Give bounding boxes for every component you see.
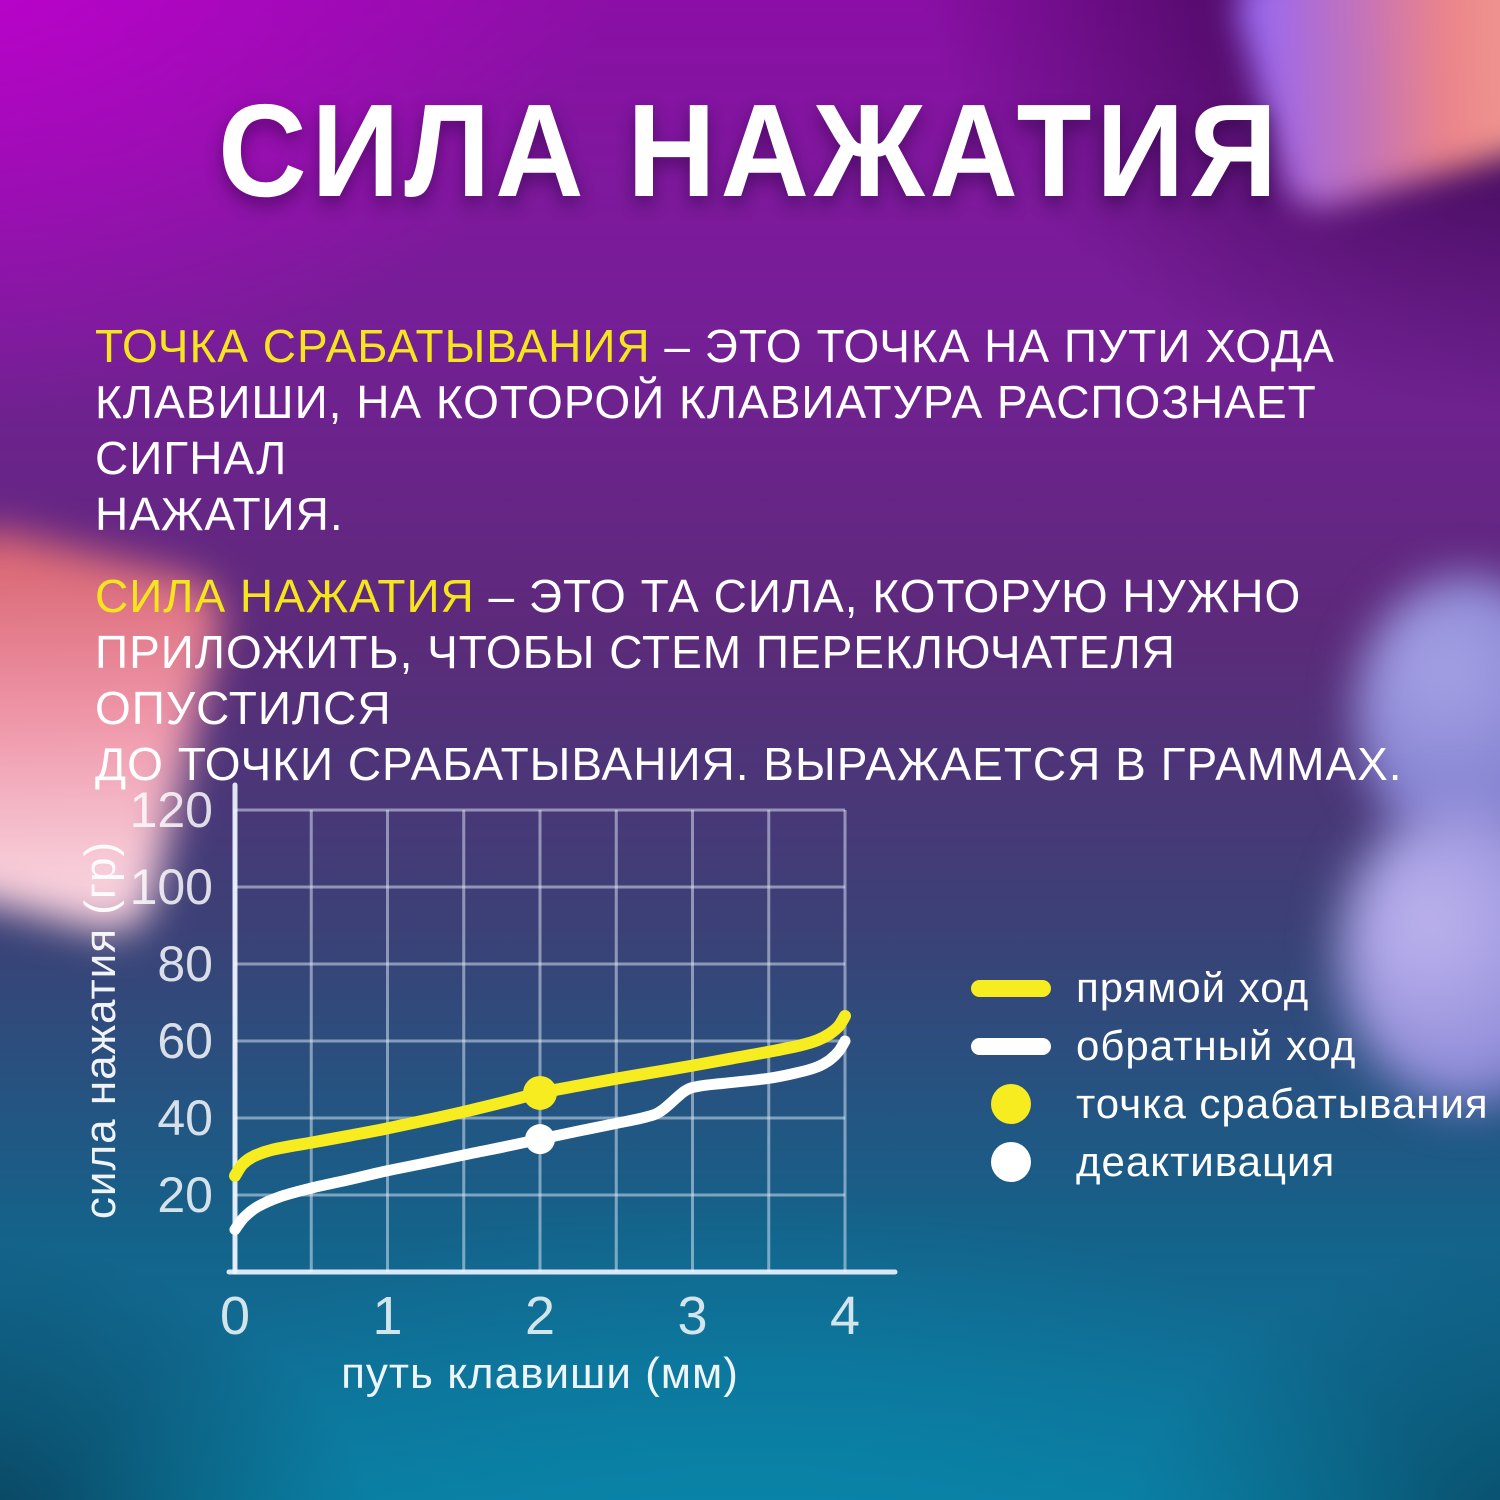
- chart-legend: прямой ход обратный ход точка срабатыван…: [952, 964, 1489, 1185]
- forward-line-swatch-icon: [971, 979, 1051, 997]
- y-tick-label: 60: [157, 1013, 213, 1069]
- legend-label-deactivation: деактивация: [1076, 1138, 1336, 1185]
- legend-item-deactivation: деактивация: [952, 1138, 1489, 1185]
- y-tick-label: 120: [130, 782, 213, 838]
- definition-press-force-text: – ЭТО ТА СИЛА, КОТОРУЮ НУЖНО ПРИЛОЖИТЬ, …: [95, 570, 1403, 790]
- y-axis-title: сила нажатия (гр): [76, 841, 125, 1219]
- return-travel-curve: [229, 1035, 851, 1236]
- x-axis-title: путь клавиши (мм): [341, 1349, 739, 1398]
- x-tick-label: 4: [830, 1286, 860, 1346]
- x-tick-label: 2: [525, 1286, 555, 1346]
- force-curve-chart: 20 40 60 80 100 120 0 1 2 3 4 путь клавиши (мм) сила…: [76, 782, 898, 1398]
- actuation-point-dot: [523, 1075, 557, 1110]
- x-tick-label: 1: [372, 1286, 402, 1346]
- deactivation-dot-swatch-icon: [991, 1142, 1031, 1182]
- legend-label-return: обратный ход: [1076, 1022, 1357, 1069]
- forward-travel-curve: [229, 1010, 851, 1182]
- definition-actuation-point: ТОЧКА СРАБАТЫВАНИЯ – ЭТО ТОЧКА НА ПУТИ Х…: [95, 318, 1445, 542]
- x-tick-label: 0: [220, 1286, 250, 1346]
- definitions-block: ТОЧКА СРАБАТЫВАНИЯ – ЭТО ТОЧКА НА ПУТИ Х…: [95, 318, 1445, 818]
- actuation-dot-swatch-icon: [991, 1084, 1031, 1124]
- page-title: СИЛА НАЖАТИЯ: [218, 77, 1282, 224]
- legend-item-forward: прямой ход: [952, 964, 1489, 1011]
- legend-item-actuation: точка срабатывания: [952, 1080, 1489, 1127]
- legend-label-forward: прямой ход: [1076, 964, 1310, 1011]
- y-tick-label: 100: [130, 859, 213, 915]
- return-line-swatch-icon: [971, 1037, 1051, 1055]
- x-tick-label: 3: [677, 1286, 707, 1346]
- y-tick-label: 20: [157, 1167, 213, 1223]
- deactivation-dot: [525, 1124, 555, 1155]
- definition-press-force: СИЛА НАЖАТИЯ – ЭТО ТА СИЛА, КОТОРУЮ НУЖН…: [95, 568, 1445, 792]
- legend-label-actuation: точка срабатывания: [1076, 1080, 1489, 1127]
- term-actuation-point: ТОЧКА СРАБАТЫВАНИЯ: [95, 320, 651, 372]
- y-tick-label: 40: [157, 1090, 213, 1146]
- legend-item-return: обратный ход: [952, 1022, 1489, 1069]
- y-tick-label: 80: [157, 936, 213, 992]
- definition-actuation-point-text: – ЭТО ТОЧКА НА ПУТИ ХОДА КЛАВИШИ, НА КОТ…: [95, 320, 1335, 540]
- term-press-force: СИЛА НАЖАТИЯ: [95, 570, 475, 622]
